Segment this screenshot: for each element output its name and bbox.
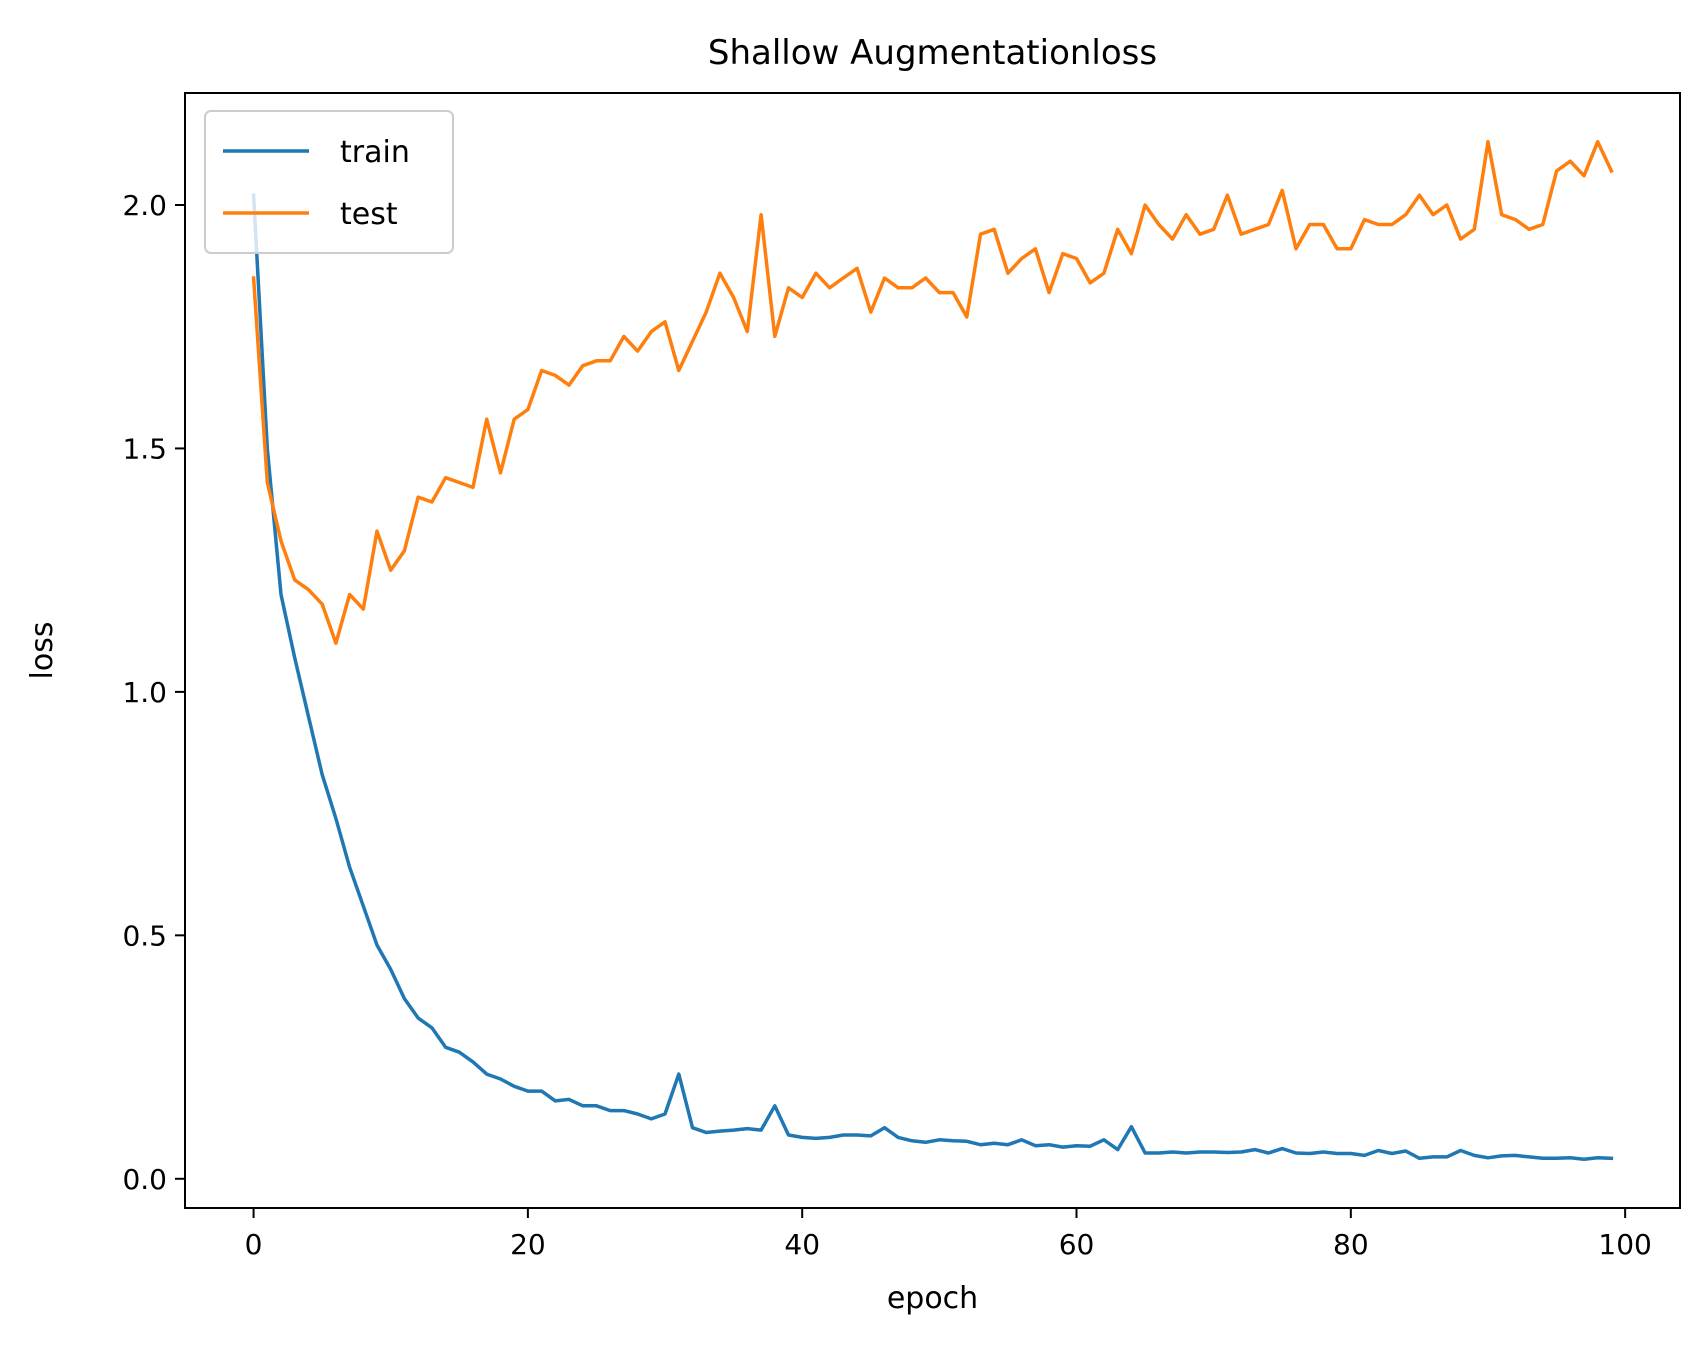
series-layer <box>251 139 1614 1162</box>
x-tick-label: 40 <box>784 1228 820 1261</box>
legend-box <box>204 110 454 254</box>
y-tick-label: 1.5 <box>122 432 167 465</box>
legend-label-train: train <box>340 135 410 170</box>
chart-title: Shallow Augmentationloss <box>708 33 1157 73</box>
series-line-train <box>251 193 1614 1162</box>
y-tick-label: 0.5 <box>122 919 167 952</box>
x-tick-label: 60 <box>1059 1228 1095 1261</box>
plot-area-frame <box>184 92 1681 1209</box>
x-tick-label: 0 <box>245 1228 263 1261</box>
y-tick-label: 2.0 <box>122 189 167 222</box>
legend: train test <box>204 110 454 254</box>
y-axis-label: loss <box>25 622 60 680</box>
y-tick-label: 0.0 <box>122 1163 167 1196</box>
y-axis: 0.0 0.5 1.0 1.5 2.0 <box>122 189 185 1196</box>
series-line-test <box>251 139 1614 645</box>
x-axis: 0 20 40 60 80 100 <box>245 1208 1652 1261</box>
legend-label-test: test <box>340 197 398 232</box>
x-tick-label: 100 <box>1598 1228 1651 1261</box>
x-tick-label: 20 <box>510 1228 546 1261</box>
x-tick-label: 80 <box>1333 1228 1369 1261</box>
x-axis-label: epoch <box>887 1281 978 1316</box>
y-tick-label: 1.0 <box>122 676 167 709</box>
